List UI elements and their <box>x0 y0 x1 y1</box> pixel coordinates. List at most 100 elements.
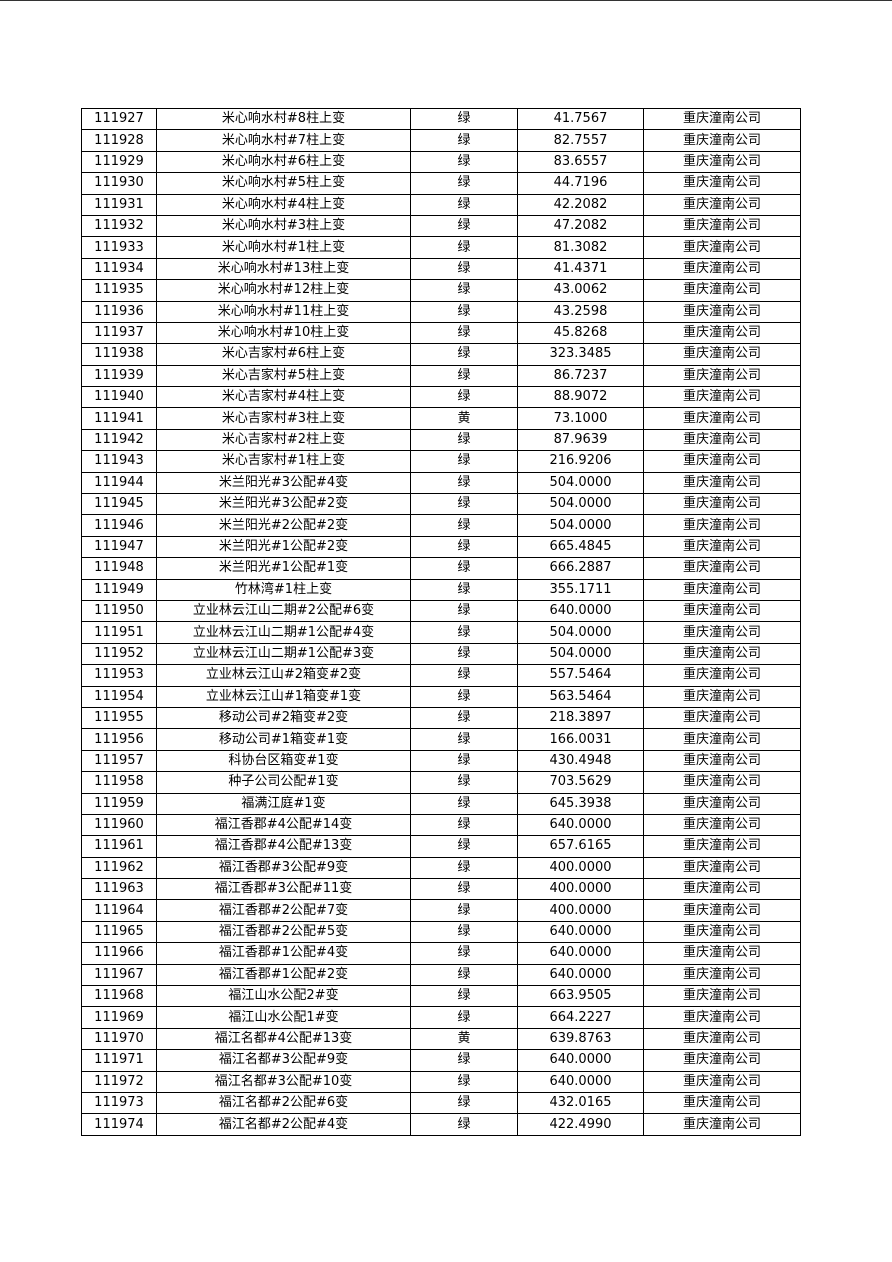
cell-status: 绿 <box>410 1113 518 1136</box>
cell-name: 福江香郡#1公配#4变 <box>156 942 411 965</box>
cell-company: 重庆潼南公司 <box>643 493 801 516</box>
cell-name: 米兰阳光#3公配#4变 <box>156 471 411 495</box>
cell-id: 111974 <box>81 1113 157 1136</box>
cell-value: 703.5629 <box>517 771 644 794</box>
cell-value: 43.2598 <box>517 300 644 323</box>
cell-name: 米兰阳光#2公配#2变 <box>156 514 411 537</box>
cell-company: 重庆潼南公司 <box>643 963 801 987</box>
cell-name: 立业林云江山#2箱变#2变 <box>156 664 411 687</box>
cell-value: 640.0000 <box>517 920 644 944</box>
cell-value: 400.0000 <box>517 899 644 922</box>
table-row: 111945 米兰阳光#3公配#2变绿 504.0000 重庆潼南公司 <box>81 493 801 516</box>
cell-id: 111946 <box>81 514 157 537</box>
table-row: 111954 立业林云江山#1箱变#1变绿 563.5464 重庆潼南公司 <box>81 685 801 708</box>
cell-name: 立业林云江山#1箱变#1变 <box>156 685 411 708</box>
cell-name: 福江名都#2公配#6变 <box>156 1091 411 1115</box>
cell-value: 664.2227 <box>517 1006 644 1029</box>
cell-name: 福江香郡#3公配#9变 <box>156 856 411 880</box>
cell-status: 绿 <box>410 193 518 216</box>
cell-value: 216.9206 <box>517 450 644 473</box>
table-row: 111955 移动公司#2箱变#2变绿 218.3897 重庆潼南公司 <box>81 706 801 730</box>
cell-id: 111933 <box>81 236 157 259</box>
cell-id: 111960 <box>81 813 157 837</box>
cell-status: 黄 <box>410 407 518 430</box>
cell-name: 福江名都#2公配#4变 <box>156 1113 411 1136</box>
cell-value: 45.8268 <box>517 321 644 345</box>
cell-name: 立业林云江山二期#1公配#4变 <box>156 621 411 644</box>
cell-id: 111957 <box>81 749 157 773</box>
cell-status: 绿 <box>410 642 518 666</box>
cell-id: 111944 <box>81 471 157 495</box>
cell-name: 米心吉家村#1柱上变 <box>156 450 411 473</box>
table-row: 111960 福江香郡#4公配#14变绿 640.0000 重庆潼南公司 <box>81 813 801 837</box>
cell-name: 福江香郡#3公配#11变 <box>156 878 411 901</box>
cell-id: 111968 <box>81 985 157 1008</box>
cell-id: 111927 <box>81 107 157 131</box>
cell-company: 重庆潼南公司 <box>643 685 801 708</box>
cell-id: 111937 <box>81 321 157 345</box>
cell-company: 重庆潼南公司 <box>643 386 801 409</box>
cell-company: 重庆潼南公司 <box>643 835 801 858</box>
cell-company: 重庆潼南公司 <box>643 407 801 430</box>
cell-name: 米心响水村#3柱上变 <box>156 214 411 238</box>
cell-status: 绿 <box>410 963 518 987</box>
cell-id: 111942 <box>81 428 157 452</box>
cell-id: 111959 <box>81 792 157 815</box>
table-row: 111959 福满江庭#1变绿 645.3938 重庆潼南公司 <box>81 792 801 815</box>
cell-status: 绿 <box>410 792 518 815</box>
cell-id: 111963 <box>81 878 157 901</box>
table-row: 111971 福江名都#3公配#9变绿 640.0000 重庆潼南公司 <box>81 1049 801 1072</box>
cell-id: 111964 <box>81 899 157 922</box>
cell-id: 111956 <box>81 728 157 751</box>
cell-id: 111930 <box>81 172 157 195</box>
table-row: 111965 福江香郡#2公配#5变绿 640.0000 重庆潼南公司 <box>81 920 801 944</box>
cell-status: 绿 <box>410 386 518 409</box>
cell-name: 米心响水村#11柱上变 <box>156 300 411 323</box>
cell-status: 绿 <box>410 1006 518 1029</box>
cell-status: 绿 <box>410 493 518 516</box>
table-row: 111967 福江香郡#1公配#2变绿 640.0000 重庆潼南公司 <box>81 963 801 987</box>
cell-name: 米兰阳光#1公配#1变 <box>156 557 411 580</box>
cell-value: 41.7567 <box>517 107 644 131</box>
cell-status: 绿 <box>410 664 518 687</box>
table-row: 111948 米兰阳光#1公配#1变绿 666.2887 重庆潼南公司 <box>81 557 801 580</box>
cell-status: 绿 <box>410 1049 518 1072</box>
cell-company: 重庆潼南公司 <box>643 1049 801 1072</box>
cell-name: 福江山水公配1#变 <box>156 1006 411 1029</box>
cell-value: 81.3082 <box>517 236 644 259</box>
cell-company: 重庆潼南公司 <box>643 279 801 302</box>
cell-value: 166.0031 <box>517 728 644 751</box>
cell-id: 111971 <box>81 1049 157 1072</box>
cell-company: 重庆潼南公司 <box>643 856 801 880</box>
cell-value: 557.5464 <box>517 664 644 687</box>
cell-status: 绿 <box>410 514 518 537</box>
cell-status: 绿 <box>410 1091 518 1115</box>
cell-company: 重庆潼南公司 <box>643 664 801 687</box>
cell-value: 400.0000 <box>517 878 644 901</box>
cell-value: 44.7196 <box>517 172 644 195</box>
cell-company: 重庆潼南公司 <box>643 150 801 174</box>
cell-value: 47.2082 <box>517 214 644 238</box>
table-row: 111957 科协台区箱变#1变绿 430.4948 重庆潼南公司 <box>81 749 801 773</box>
table-row: 111947 米兰阳光#1公配#2变绿 665.4845 重庆潼南公司 <box>81 535 801 559</box>
cell-company: 重庆潼南公司 <box>643 535 801 559</box>
cell-name: 米心响水村#4柱上变 <box>156 193 411 216</box>
cell-value: 42.2082 <box>517 193 644 216</box>
cell-id: 111945 <box>81 493 157 516</box>
cell-company: 重庆潼南公司 <box>643 107 801 131</box>
cell-name: 福江山水公配2#变 <box>156 985 411 1008</box>
cell-value: 504.0000 <box>517 493 644 516</box>
table-row: 111933 米心响水村#1柱上变绿 81.3082 重庆潼南公司 <box>81 236 801 259</box>
cell-company: 重庆潼南公司 <box>643 321 801 345</box>
cell-company: 重庆潼南公司 <box>643 899 801 922</box>
cell-id: 111929 <box>81 150 157 174</box>
cell-company: 重庆潼南公司 <box>643 450 801 473</box>
cell-company: 重庆潼南公司 <box>643 557 801 580</box>
cell-value: 504.0000 <box>517 514 644 537</box>
cell-status: 绿 <box>410 899 518 922</box>
cell-name: 福满江庭#1变 <box>156 792 411 815</box>
cell-company: 重庆潼南公司 <box>643 214 801 238</box>
cell-name: 米心响水村#12柱上变 <box>156 279 411 302</box>
cell-status: 绿 <box>410 1070 518 1093</box>
table-row: 111949 竹林湾#1柱上变绿 355.1711 重庆潼南公司 <box>81 578 801 601</box>
